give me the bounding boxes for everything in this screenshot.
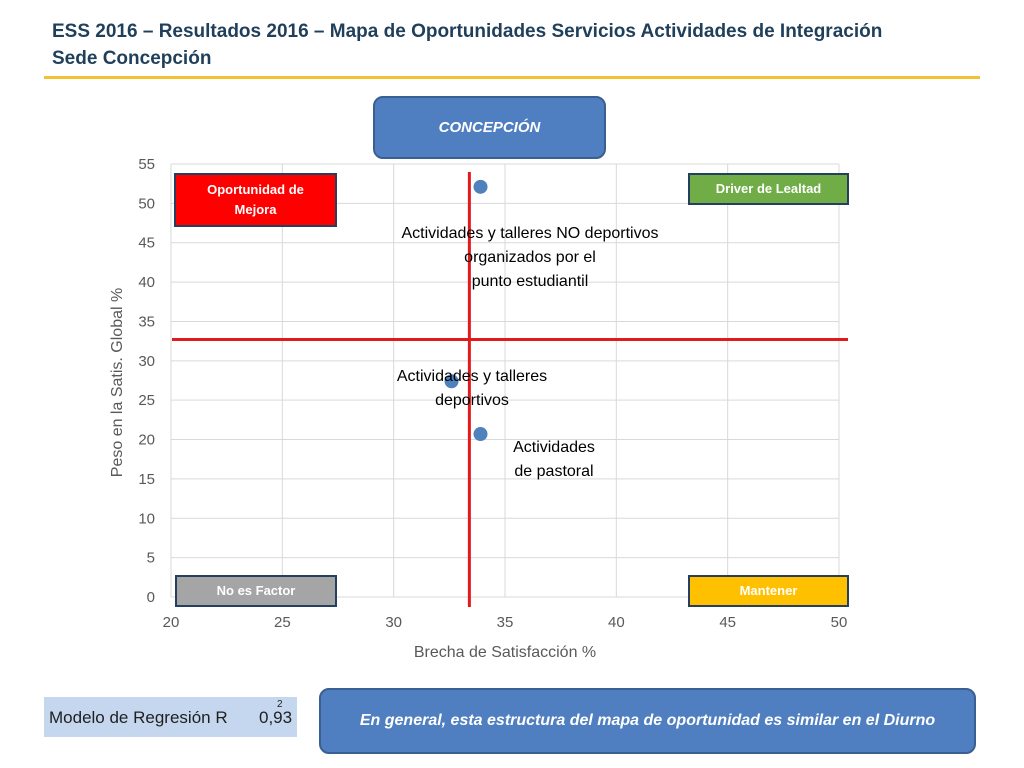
regression-label: Modelo de Regresión R [49, 708, 228, 727]
point-label: Actividades y talleres NO deportivos orga… [402, 225, 659, 290]
x-tick-label: 45 [719, 614, 736, 631]
y-tick-label: 0 [147, 589, 155, 606]
slide-title-line2: Sede Concepción [52, 48, 212, 69]
x-tick-label: 40 [608, 614, 625, 631]
point-label: Actividades de pastoral [513, 439, 595, 480]
campus-label-box: CONCEPCIÓN [373, 96, 606, 159]
chart-grid [170, 163, 840, 598]
y-tick-label: 25 [138, 392, 155, 409]
quadrant-opportunity-text: Oportunidad de Mejora [207, 182, 304, 217]
quadrant-no-factor-text: No es Factor [216, 583, 296, 598]
y-axis-title: Peso en la Satis. Global % [109, 288, 126, 477]
y-tick-label: 45 [138, 235, 155, 252]
regression-model-box: Modelo de Regresión R 2 0,93 [44, 697, 297, 737]
point-labels: Actividades y talleres NO deportivos orga… [397, 225, 659, 480]
x-tick-label: 25 [274, 614, 291, 631]
quadrant-loyalty-text: Driver de Lealtad [715, 181, 822, 196]
y-tick-label: 30 [138, 353, 155, 370]
quadrant-loyalty-label: Driver de Lealtad [688, 173, 849, 205]
y-tick-label: 10 [138, 510, 155, 527]
reference-lines [172, 172, 848, 607]
data-point [473, 179, 488, 194]
y-tick-label: 5 [147, 550, 155, 567]
x-tick-label: 30 [385, 614, 402, 631]
quadrant-opportunity-label: Oportunidad de Mejora [174, 173, 337, 227]
y-tick-label: 20 [138, 432, 155, 449]
y-axis-ticks: 0 5 10 15 20 25 30 35 40 45 50 55 [138, 156, 155, 606]
x-axis-ticks: 20 25 30 35 40 45 50 [163, 614, 848, 631]
x-tick-label: 35 [497, 614, 514, 631]
data-point [473, 427, 488, 442]
regression-superscript: 2 [277, 699, 283, 710]
y-tick-label: 55 [138, 156, 155, 173]
x-tick-label: 20 [163, 614, 180, 631]
y-tick-label: 50 [138, 195, 155, 212]
point-label: Actividades y talleres deportivos [397, 368, 547, 409]
slide-title-line1: ESS 2016 – Resultados 2016 – Mapa de Opo… [52, 21, 883, 42]
data-point [444, 374, 459, 389]
y-tick-label: 40 [138, 274, 155, 291]
quadrant-maintain-label: Mantener [688, 575, 849, 607]
campus-label: CONCEPCIÓN [438, 119, 541, 136]
y-tick-label: 35 [138, 313, 155, 330]
data-points [444, 179, 488, 442]
regression-value: 0,93 [259, 708, 293, 727]
x-axis-title: Brecha de Satisfacción % [414, 644, 596, 661]
quadrant-no-factor-label: No es Factor [175, 575, 337, 607]
title-divider [44, 76, 980, 79]
y-tick-label: 15 [138, 471, 155, 488]
slide-title: ESS 2016 – Resultados 2016 – Mapa de Opo… [52, 18, 992, 72]
x-tick-label: 50 [831, 614, 848, 631]
quadrant-maintain-text: Mantener [739, 583, 798, 598]
conclusion-note-box: En general, esta estructura del mapa de … [319, 688, 976, 754]
conclusion-note: En general, esta estructura del mapa de … [359, 712, 936, 729]
